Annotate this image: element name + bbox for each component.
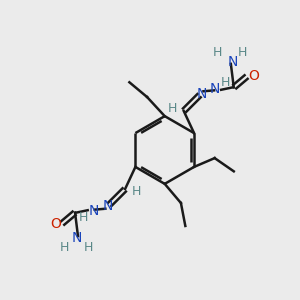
Text: H: H — [60, 242, 69, 254]
Text: H: H — [221, 76, 230, 88]
Text: N: N — [88, 204, 99, 218]
Text: H: H — [78, 212, 88, 224]
Text: H: H — [213, 46, 222, 59]
Text: N: N — [227, 56, 238, 69]
Text: H: H — [238, 46, 247, 59]
Text: H: H — [132, 185, 141, 198]
Text: O: O — [50, 217, 61, 231]
Text: N: N — [71, 231, 82, 244]
Text: N: N — [102, 199, 112, 213]
Text: N: N — [196, 87, 207, 101]
Text: H: H — [168, 101, 177, 115]
Text: O: O — [248, 69, 259, 83]
Text: H: H — [84, 242, 93, 254]
Text: N: N — [210, 82, 220, 96]
